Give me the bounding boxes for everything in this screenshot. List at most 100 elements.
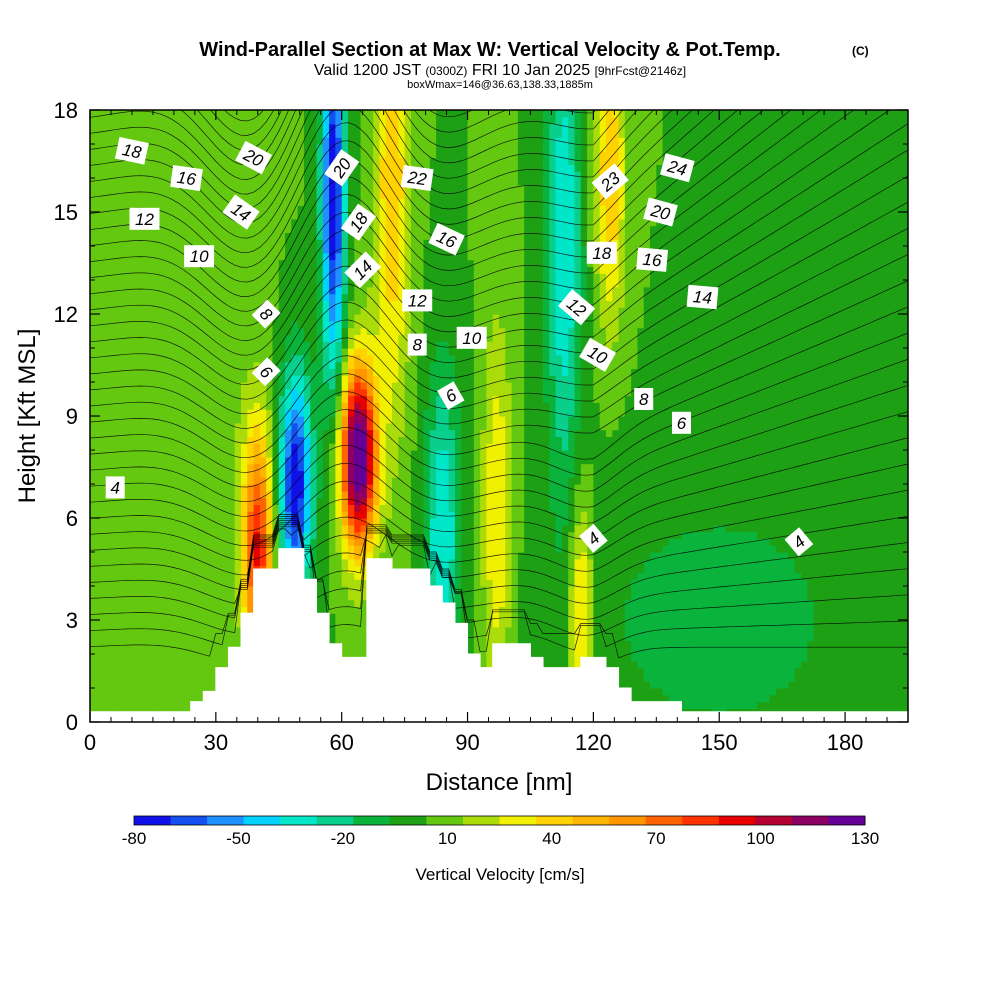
velocity-cell [196, 456, 204, 465]
velocity-cell [266, 286, 274, 295]
velocity-cell [196, 477, 204, 485]
velocity-cell [360, 409, 368, 417]
velocity-cell [222, 633, 230, 641]
velocity-cell [404, 477, 412, 485]
velocity-cell [247, 402, 255, 410]
velocity-cell [417, 518, 425, 526]
velocity-cell [134, 273, 141, 281]
velocity-cell [398, 191, 406, 199]
velocity-cell [184, 701, 192, 709]
velocity-cell [190, 198, 198, 206]
velocity-cell [102, 395, 110, 403]
velocity-cell [159, 259, 167, 267]
velocity-cell [373, 307, 381, 315]
velocity-cell [297, 361, 305, 369]
velocity-cell [196, 620, 204, 628]
velocity-cell [354, 307, 362, 315]
velocity-cell [322, 110, 330, 118]
velocity-cell [102, 654, 110, 662]
velocity-cell [259, 409, 267, 417]
velocity-cell [241, 191, 248, 199]
velocity-cell [209, 212, 217, 220]
velocity-cell [398, 463, 406, 471]
velocity-cell [140, 416, 148, 424]
velocity-cell [392, 395, 399, 403]
velocity-cell [209, 327, 217, 335]
velocity-cell [209, 443, 217, 451]
velocity-cell [392, 110, 399, 118]
velocity-cell [134, 613, 141, 621]
velocity-cell [354, 436, 362, 444]
velocity-cell [102, 266, 110, 274]
velocity-cell [285, 538, 292, 546]
velocity-cell [316, 463, 324, 471]
velocity-cell [203, 490, 211, 499]
velocity-cell [234, 300, 242, 308]
velocity-cell [259, 239, 267, 247]
velocity-cell [140, 130, 148, 138]
velocity-cell [360, 178, 368, 186]
velocity-cell [234, 293, 242, 301]
velocity-cell [152, 443, 160, 451]
velocity-cell [385, 538, 393, 546]
velocity-cell [178, 123, 185, 131]
velocity-cell [285, 490, 292, 499]
velocity-cell [297, 205, 305, 213]
velocity-cell [354, 565, 362, 573]
velocity-cell [159, 232, 167, 240]
velocity-cell [253, 429, 261, 437]
velocity-cell [121, 320, 129, 329]
velocity-cell [341, 327, 349, 335]
velocity-cell [247, 348, 255, 356]
velocity-cell [127, 606, 135, 614]
velocity-cell [303, 246, 311, 254]
velocity-cell [159, 382, 167, 390]
velocity-cell [354, 150, 362, 159]
velocity-cell [215, 348, 223, 356]
velocity-cell [291, 327, 299, 335]
velocity-cell [127, 293, 135, 301]
velocity-cell [266, 137, 274, 145]
velocity-cell [228, 164, 236, 172]
velocity-cell [196, 518, 204, 526]
velocity-cell [165, 361, 173, 369]
velocity-cell [222, 382, 230, 390]
velocity-cell [266, 443, 274, 451]
velocity-cell [203, 218, 211, 227]
velocity-cell [228, 218, 236, 227]
velocity-cell [152, 382, 160, 390]
velocity-cell [127, 416, 135, 424]
velocity-cell [134, 300, 141, 308]
velocity-cell [190, 626, 198, 635]
velocity-cell [379, 504, 387, 512]
velocity-cell [215, 184, 223, 193]
velocity-cell [134, 450, 141, 458]
velocity-cell [253, 375, 261, 383]
velocity-cell [134, 116, 141, 125]
velocity-cell [127, 409, 135, 417]
velocity-cell [322, 531, 330, 539]
velocity-cell [171, 314, 179, 322]
velocity-cell [316, 524, 324, 533]
velocity-cell [247, 116, 255, 125]
velocity-cell [102, 565, 110, 573]
velocity-cell [379, 436, 387, 444]
velocity-cell [341, 470, 349, 478]
velocity-cell [108, 171, 116, 179]
velocity-cell [385, 123, 393, 131]
velocity-cell [278, 293, 286, 301]
velocity-cell [247, 422, 255, 431]
velocity-cell [285, 436, 292, 444]
velocity-cell [90, 416, 97, 424]
velocity-cell [322, 470, 330, 478]
velocity-cell [278, 320, 286, 329]
velocity-cell [366, 123, 374, 131]
velocity-cell [366, 144, 374, 152]
velocity-cell [347, 456, 355, 465]
velocity-cell [108, 422, 116, 431]
velocity-cell [303, 518, 311, 526]
velocity-cell [392, 300, 399, 308]
velocity-cell [398, 524, 406, 533]
velocity-cell [159, 660, 167, 669]
velocity-cell [115, 443, 123, 451]
